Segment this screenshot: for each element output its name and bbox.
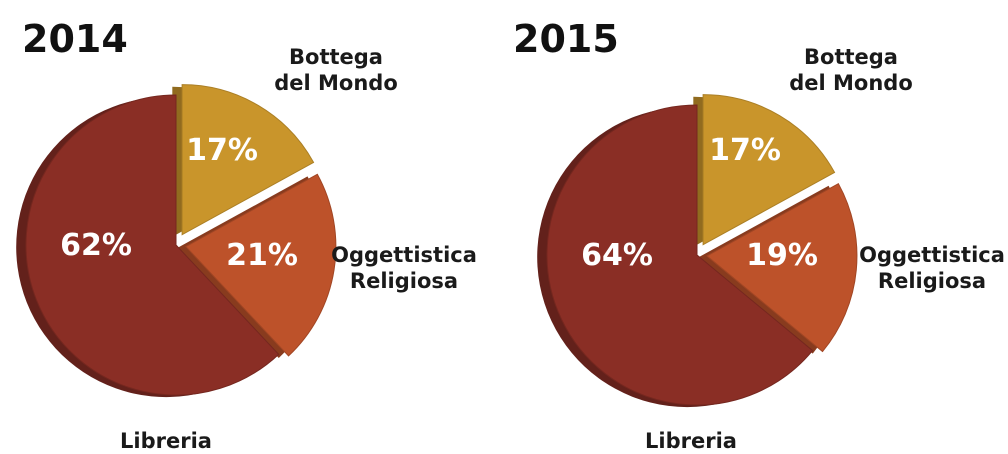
slice-value-label-bottega-del-mondo: 17%: [709, 133, 781, 168]
chart-title: 2015: [513, 17, 619, 61]
slice-value-label-oggettistica-religiosa: 19%: [746, 238, 818, 273]
slice-value-label-oggettistica-religiosa: 21%: [226, 238, 298, 273]
slice-category-label-libreria: Libreria: [120, 429, 212, 453]
pie-slice-bottega-del-mondo: [181, 84, 315, 236]
slice-category-label-libreria: Libreria: [645, 429, 737, 453]
pie-slice-libreria: [546, 104, 814, 406]
pie-slice-libreria: [25, 94, 280, 396]
chart-title: 2014: [22, 17, 128, 61]
pie-slice-bottega-del-mondo: [702, 94, 836, 246]
slice-category-label-bottega-del-mondo: Bottega del Mondo: [789, 45, 913, 95]
pie-chart-2015: 2015 17% 19% 64% Bottega del Mondo Oggettistic…: [513, 17, 1005, 453]
slice-value-label-libreria: 62%: [60, 228, 132, 263]
slice-category-label-bottega-del-mondo: Bottega del Mondo: [274, 45, 398, 95]
slice-value-label-bottega-del-mondo: 17%: [186, 133, 258, 168]
pie-slice-oggettistica-religiosa: [185, 173, 337, 357]
slice-category-label-oggettistica-religiosa: Oggettistica Religiosa: [859, 243, 1005, 293]
pie-chart-2014: 2014 17% 21% 62% Bottega del Mondo Oggettistic…: [16, 17, 477, 453]
slice-category-label-oggettistica-religiosa: Oggettistica Religiosa: [331, 243, 477, 293]
slice-value-label-libreria: 64%: [581, 238, 653, 273]
pie-slice-oggettistica-religiosa: [706, 183, 858, 353]
